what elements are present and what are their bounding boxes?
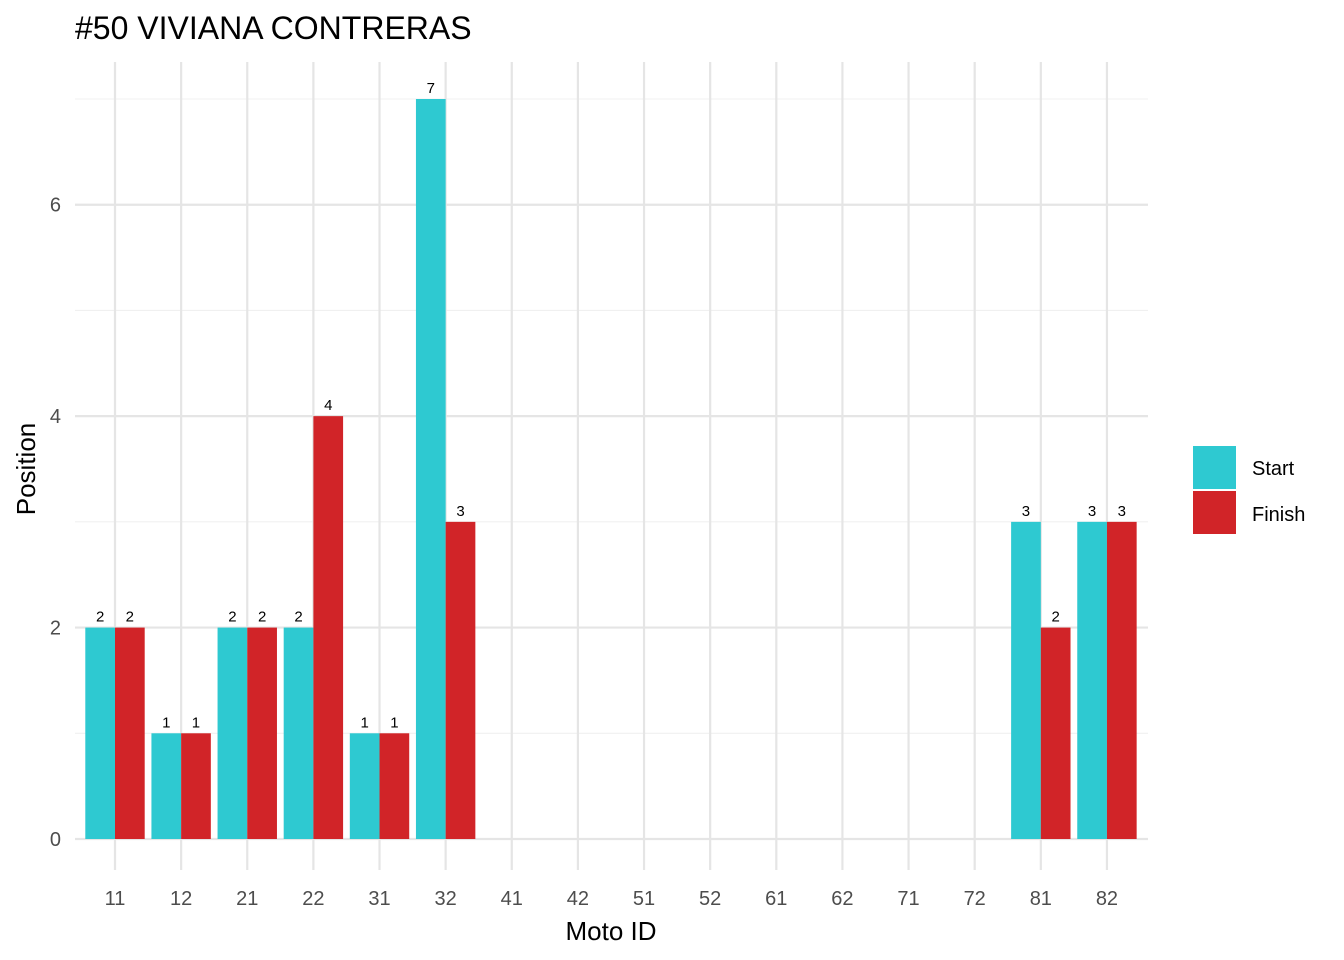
bar-start-11 bbox=[85, 627, 115, 839]
data-label-finish-21: 2 bbox=[258, 609, 266, 626]
bar-finish-81 bbox=[1040, 627, 1071, 839]
data-label-finish-81: 2 bbox=[1051, 609, 1059, 626]
legend-label-start: Start bbox=[1252, 458, 1295, 480]
x-tick-label: 22 bbox=[302, 888, 324, 910]
data-label-start-82: 3 bbox=[1088, 503, 1096, 520]
data-label-finish-22: 4 bbox=[324, 397, 332, 414]
legend-swatch-finish bbox=[1193, 491, 1236, 534]
bar-finish-82 bbox=[1106, 521, 1137, 839]
x-tick-label: 81 bbox=[1030, 888, 1052, 910]
x-tick-label: 11 bbox=[105, 888, 126, 910]
data-label-start-21: 2 bbox=[228, 609, 236, 626]
bar-finish-21 bbox=[247, 627, 277, 839]
bar-start-82 bbox=[1077, 521, 1107, 839]
x-tick-label: 21 bbox=[236, 888, 258, 910]
data-label-finish-31: 1 bbox=[390, 714, 398, 731]
x-axis-title: Moto ID bbox=[565, 916, 656, 946]
x-tick-label: 31 bbox=[368, 888, 390, 910]
data-label-finish-82: 3 bbox=[1118, 503, 1126, 520]
bar-start-21 bbox=[217, 627, 248, 839]
y-tick-label: 2 bbox=[50, 618, 61, 640]
x-tick-label: 52 bbox=[699, 888, 721, 910]
bar-start-31 bbox=[349, 733, 380, 839]
data-label-start-22: 2 bbox=[294, 609, 302, 626]
bar-finish-31 bbox=[379, 733, 410, 839]
x-tick-label: 71 bbox=[897, 888, 919, 910]
bar-finish-22 bbox=[313, 416, 344, 839]
x-tick-label: 42 bbox=[567, 888, 589, 910]
y-axis-ticks: 0 2 4 6 bbox=[50, 195, 61, 851]
x-tick-label: 32 bbox=[435, 888, 457, 910]
data-label-start-31: 1 bbox=[360, 714, 368, 731]
y-tick-label: 4 bbox=[50, 406, 61, 428]
bar-finish-32 bbox=[445, 521, 476, 839]
data-label-finish-12: 1 bbox=[192, 714, 200, 731]
x-tick-label: 41 bbox=[501, 888, 523, 910]
x-axis-ticks: 11 12 21 22 31 32 41 42 51 52 61 62 71 72 81 82 bbox=[105, 888, 1118, 910]
data-label-start-32: 7 bbox=[427, 80, 435, 97]
bar-start-22 bbox=[283, 627, 314, 839]
x-tick-label: 12 bbox=[170, 888, 192, 910]
data-label-start-11: 2 bbox=[96, 609, 104, 626]
bar-start-81 bbox=[1011, 521, 1041, 839]
x-tick-label: 62 bbox=[831, 888, 853, 910]
y-tick-label: 0 bbox=[50, 829, 61, 851]
data-label-start-81: 3 bbox=[1022, 503, 1030, 520]
x-tick-label: 61 bbox=[765, 888, 787, 910]
data-labels: 2 1 2 2 1 7 3 3 2 1 2 4 1 3 2 3 bbox=[96, 80, 1126, 731]
chart-title: #50 VIVIANA CONTRERAS bbox=[75, 10, 472, 46]
x-tick-label: 51 bbox=[633, 888, 655, 910]
bars bbox=[85, 99, 1137, 839]
x-tick-label: 72 bbox=[964, 888, 986, 910]
y-tick-label: 6 bbox=[50, 195, 61, 217]
data-label-start-12: 1 bbox=[162, 714, 170, 731]
data-label-finish-32: 3 bbox=[456, 503, 464, 520]
legend-swatch-start bbox=[1193, 446, 1236, 489]
bar-finish-11 bbox=[115, 627, 145, 839]
y-axis-title: Position bbox=[11, 423, 41, 516]
legend: Start Finish bbox=[1193, 446, 1305, 534]
x-tick-label: 82 bbox=[1096, 888, 1118, 910]
bar-finish-12 bbox=[181, 733, 211, 839]
bar-start-12 bbox=[151, 733, 182, 839]
legend-label-finish: Finish bbox=[1252, 504, 1305, 526]
data-label-finish-11: 2 bbox=[126, 609, 134, 626]
bar-start-32 bbox=[415, 99, 446, 839]
